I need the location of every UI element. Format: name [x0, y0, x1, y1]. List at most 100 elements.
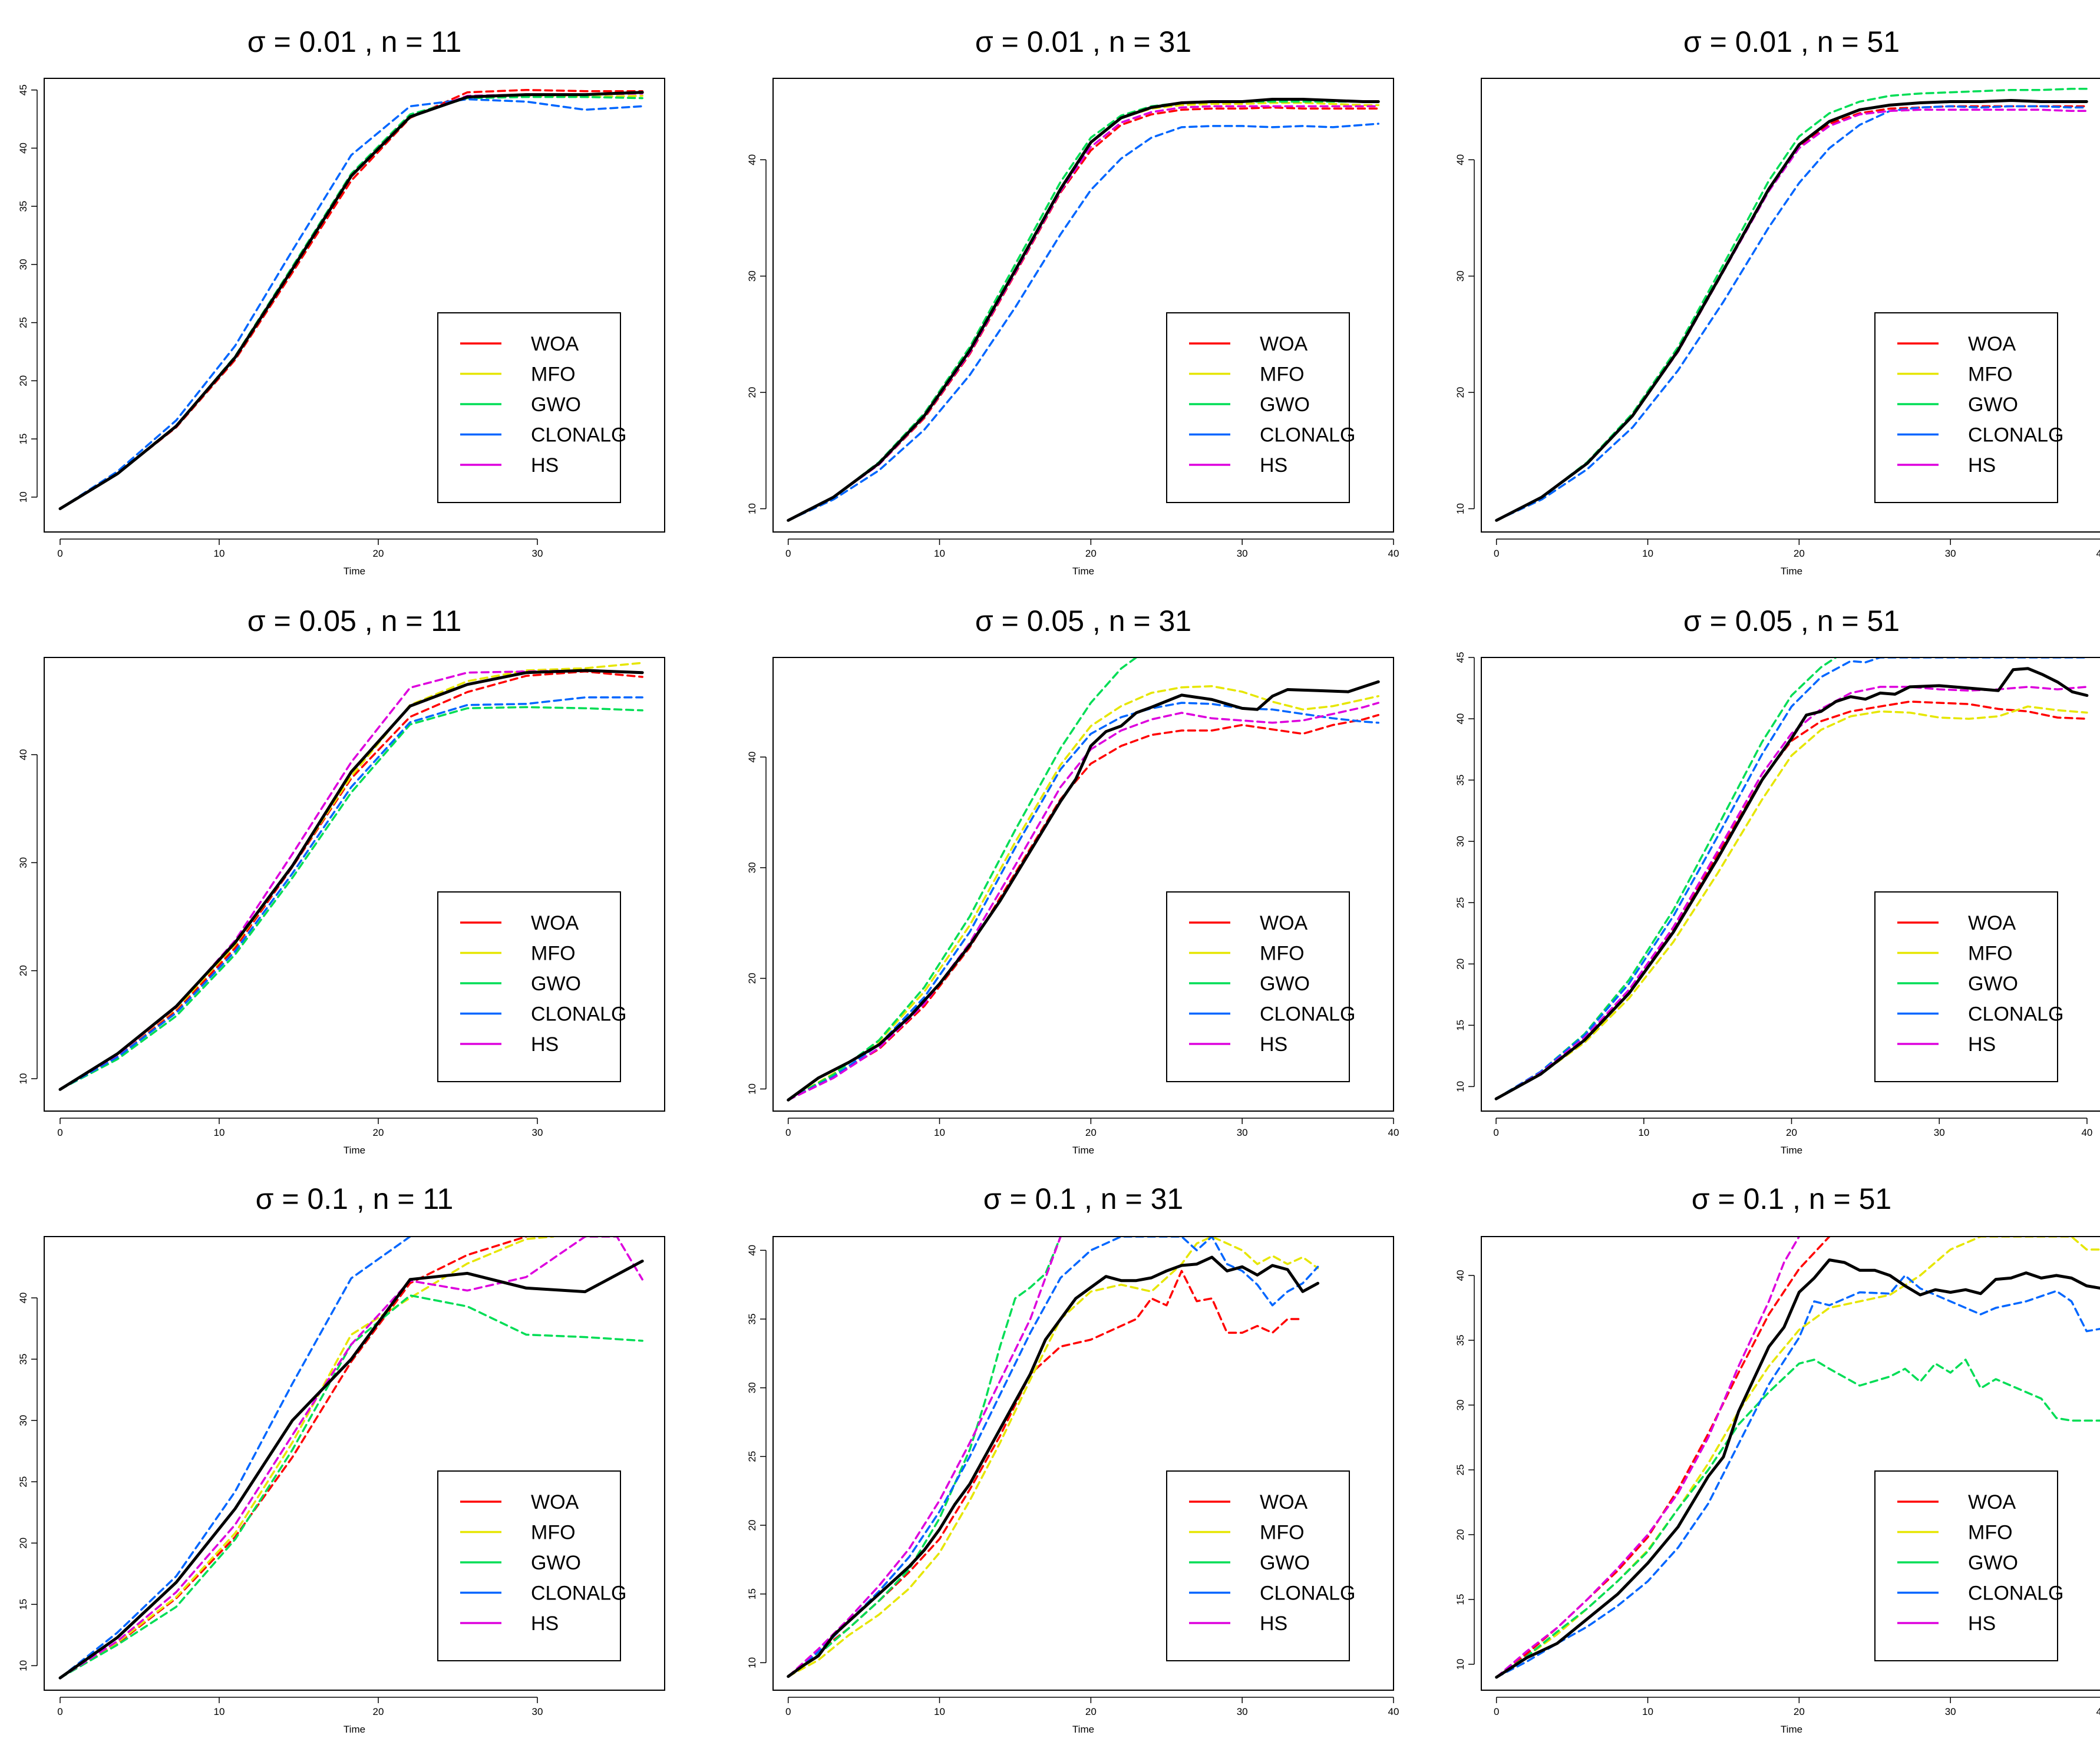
- y-tick-label: 10: [18, 1660, 29, 1671]
- legend-box: [437, 1470, 621, 1661]
- y-tick-label: 30: [18, 259, 29, 270]
- legend-label-mfo: MFO: [531, 943, 576, 965]
- legend-label-hs: HS: [1968, 1612, 1996, 1635]
- series-group: [787, 657, 1380, 1102]
- series-line-observed: [1495, 99, 2088, 522]
- legend-label-gwo: GWO: [531, 394, 581, 416]
- plot-box: [1481, 657, 2100, 1112]
- legend-label-woa: WOA: [531, 333, 579, 355]
- x-tick-label: 30: [1237, 548, 1248, 559]
- legend: WOA MFO GWO CLONALG HS: [1166, 312, 1356, 503]
- legend-label-gwo: GWO: [1968, 394, 2018, 416]
- y-tick-label: 40: [1455, 154, 1466, 166]
- y-tick-label: 35: [1455, 1335, 1466, 1346]
- y-tick-label: 30: [18, 1415, 29, 1426]
- y-tick-label: 15: [1455, 1020, 1466, 1031]
- y-tick-label: 45: [1455, 652, 1466, 663]
- chart-panel-5: σ = 0.05 , n = 31 0 10 20 30 40 Time 10 20 30 40 WO…: [747, 604, 1399, 1156]
- x-tick-label: 20: [373, 1706, 384, 1717]
- y-tick-label: 20: [747, 387, 758, 398]
- chart-title: σ = 0.05 , n = 31: [975, 604, 1191, 637]
- series-line-observed: [1494, 667, 2089, 1100]
- x-tick-label: 10: [214, 548, 225, 559]
- legend-label-mfo: MFO: [1260, 1522, 1305, 1544]
- chart-panel-2: σ = 0.01 , n = 31 0 10 20 30 40 Time 10 20 30 40 WO…: [747, 25, 1399, 577]
- plot-box: [44, 1236, 665, 1691]
- y-tick-label: 25: [1455, 1465, 1466, 1476]
- series-group: [58, 662, 644, 1091]
- legend-label-woa: WOA: [1260, 912, 1308, 934]
- plot-box: [772, 657, 1394, 1112]
- x-tick-label: 40: [2096, 548, 2100, 559]
- series-line-observed: [1495, 1258, 2100, 1679]
- y-tick-label: 15: [18, 1599, 29, 1610]
- legend: WOA MFO GWO CLONALG HS: [1874, 312, 2064, 503]
- series-group: [1495, 1237, 2100, 1679]
- series-group: [1495, 88, 2088, 522]
- y-tick-label: 30: [747, 1382, 758, 1393]
- chart-panel-7: σ = 0.1 , n = 11 0 10 20 30 Time 10 15 20 25 30 35 4…: [18, 1182, 665, 1735]
- x-axis-label: Time: [1781, 1724, 1802, 1735]
- series-line-gwo: [1495, 657, 1837, 1100]
- series-line-observed: [787, 1255, 1320, 1678]
- x-tick-label: 10: [1642, 1706, 1653, 1717]
- legend-label-woa: WOA: [531, 1491, 579, 1513]
- legend-label-gwo: GWO: [1260, 1552, 1310, 1574]
- x-tick-label: 40: [2081, 1127, 2092, 1138]
- legend-box: [1166, 1470, 1350, 1661]
- legend: WOA MFO GWO CLONALG HS: [1166, 1470, 1356, 1661]
- x-tick-label: 40: [1388, 1127, 1399, 1138]
- x-tick-label: 0: [1494, 548, 1499, 559]
- x-tick-label: 30: [1934, 1127, 1945, 1138]
- plot-box: [772, 78, 1394, 533]
- legend: WOA MFO GWO CLONALG HS: [1166, 891, 1356, 1082]
- x-tick-label: 40: [1388, 1706, 1399, 1717]
- legend-box: [1166, 891, 1350, 1082]
- chart-title: σ = 0.01 , n = 51: [1683, 25, 1900, 58]
- legend-label-gwo: GWO: [1968, 973, 2018, 995]
- x-tick-label: 20: [1786, 1127, 1797, 1138]
- series-group: [787, 98, 1380, 522]
- y-tick-label: 40: [18, 143, 29, 154]
- y-tick-label: 20: [747, 973, 758, 984]
- legend-box: [437, 891, 621, 1082]
- series-group: [58, 88, 644, 510]
- series-line-mfo: [787, 1237, 1319, 1678]
- legend-label-mfo: MFO: [1968, 1522, 2013, 1544]
- series-line-observed: [58, 1260, 644, 1680]
- legend-label-woa: WOA: [1968, 912, 2016, 934]
- legend-box: [1874, 1470, 2058, 1661]
- x-tick-label: 10: [214, 1127, 225, 1138]
- chart-title: σ = 0.01 , n = 11: [247, 25, 462, 58]
- y-tick-label: 35: [747, 1314, 758, 1325]
- x-tick-label: 0: [57, 1706, 62, 1717]
- series-line-woa: [787, 1270, 1304, 1678]
- x-axis-label: Time: [344, 1145, 365, 1156]
- series-line-hs: [1495, 1237, 1801, 1678]
- series-line-woa: [59, 1237, 527, 1679]
- y-tick-label: 25: [1455, 897, 1466, 908]
- x-axis-label: Time: [1072, 1145, 1094, 1156]
- series-group: [58, 1237, 644, 1680]
- series-line-observed: [787, 680, 1380, 1102]
- x-axis-label: Time: [344, 1724, 365, 1735]
- legend-label-clonalg: CLONALG: [531, 424, 627, 447]
- chart-title: σ = 0.1 , n = 11: [256, 1182, 454, 1215]
- series-line-woa: [59, 670, 643, 1091]
- series-line-gwo: [1495, 1359, 2100, 1678]
- legend-label-hs: HS: [1260, 1033, 1287, 1056]
- legend-label-gwo: GWO: [531, 1552, 581, 1574]
- y-tick-label: 40: [747, 1245, 758, 1256]
- y-tick-label: 30: [18, 857, 29, 868]
- series-line-clonalg: [1495, 657, 2088, 1100]
- series-line-clonalg: [787, 123, 1380, 522]
- series-line-hs: [787, 105, 1380, 522]
- y-tick-label: 30: [1455, 270, 1466, 282]
- x-axis-label: Time: [1072, 1724, 1094, 1735]
- x-tick-label: 30: [1945, 1706, 1956, 1717]
- legend-box: [437, 312, 621, 503]
- y-tick-label: 20: [18, 375, 29, 386]
- legend-label-mfo: MFO: [1968, 943, 2013, 965]
- legend-label-clonalg: CLONALG: [531, 1003, 627, 1026]
- legend: WOA MFO GWO CLONALG HS: [437, 312, 627, 503]
